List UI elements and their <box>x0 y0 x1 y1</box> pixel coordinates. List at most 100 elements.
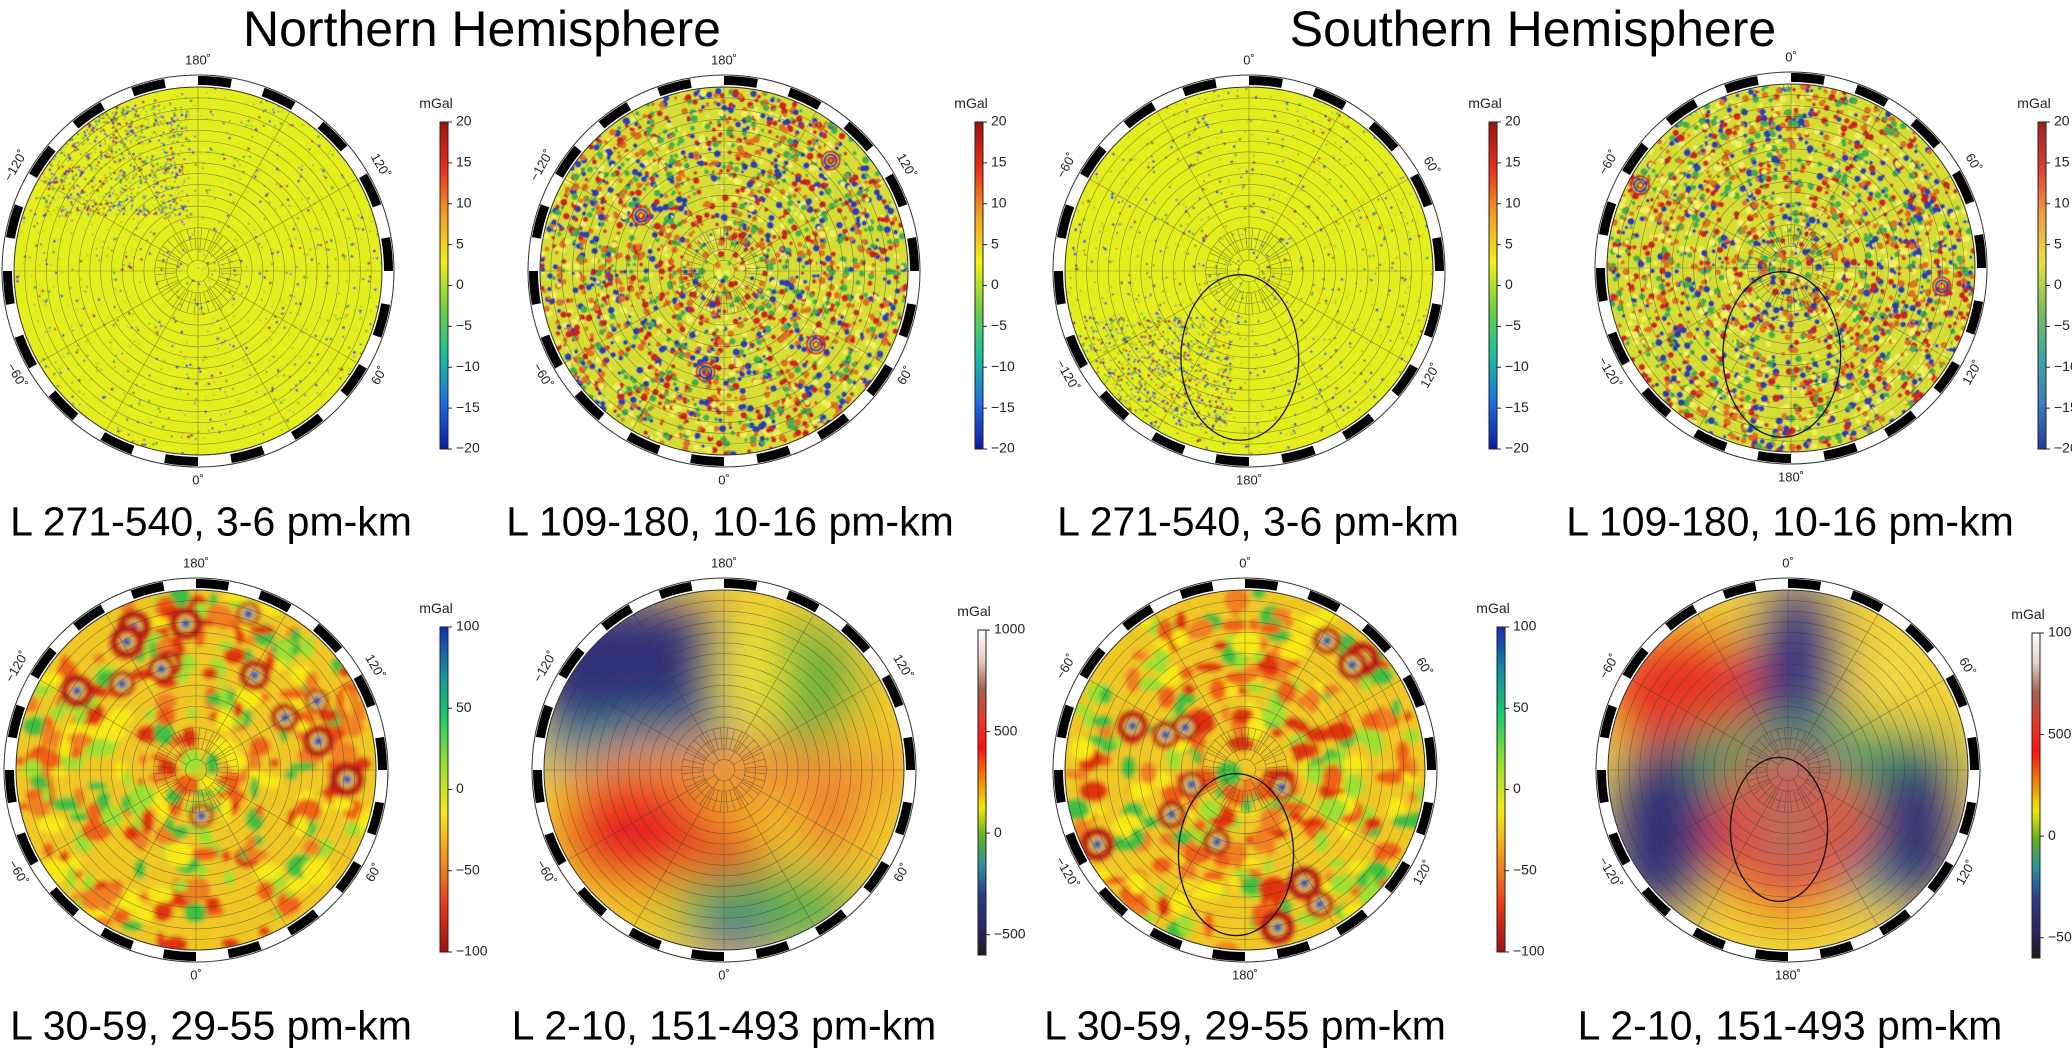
colorbar-tick-label: −50 <box>456 861 480 877</box>
longitude-label: 0˚ <box>718 967 730 982</box>
colorbar-unit: mGal <box>419 95 452 111</box>
longitude-label: 60˚ <box>368 364 390 388</box>
colorbar-tick-label: 15 <box>991 154 1007 170</box>
longitude-label: −60˚ <box>1053 150 1079 180</box>
longitude-label: 120˚ <box>362 651 388 681</box>
colorbar-gradient <box>977 629 987 956</box>
longitude-label: 180˚ <box>1232 967 1258 982</box>
longitude-label: 60˚ <box>1963 151 1985 175</box>
colorbar-gradient <box>974 121 984 450</box>
panel-caption: L 2-10, 151-493 pm-km <box>1577 1002 2003 1049</box>
polar-map-north: 180˚120˚60˚0˚−60˚−120˚ <box>0 52 395 487</box>
colorbar-tick-label: 500 <box>2048 725 2072 741</box>
colorbar-tick-label: −20 <box>1505 440 1529 456</box>
map-frame <box>1 74 395 468</box>
colorbar-tick-label: 5 <box>1505 235 1513 251</box>
colorbar-tick-label: −20 <box>2054 440 2072 456</box>
colorbar-tick-label: 10 <box>2054 194 2070 210</box>
colorbar-gradient <box>439 121 449 450</box>
colorbar-tick-label: 15 <box>2054 154 2070 170</box>
longitude-label: 120˚ <box>894 150 920 180</box>
polar-map-south: 0˚60˚120˚180˚−120˚−60˚ <box>1594 49 1988 484</box>
longitude-label: 180˚ <box>1236 472 1262 487</box>
longitude-label: 180˚ <box>1775 967 1801 982</box>
map-frame <box>1595 577 1981 963</box>
longitude-label: 60˚ <box>894 364 916 388</box>
longitude-label: 60˚ <box>362 861 384 885</box>
longitude-label: −60˚ <box>1595 147 1621 177</box>
longitude-label: 180˚ <box>185 52 211 67</box>
basin-outline <box>1722 271 1842 438</box>
colorbar-tick-label: 10 <box>456 194 472 210</box>
gravity-anomaly-field <box>16 590 376 950</box>
graticule <box>14 87 382 455</box>
longitude-label: 0˚ <box>1239 555 1251 570</box>
colorbar-tick-label: 15 <box>456 154 472 170</box>
colorbar-gradient <box>2037 121 2047 450</box>
graticule <box>1608 590 1968 950</box>
colorbar-tick-label: −100 <box>456 943 488 959</box>
colorbar-tick-label: 100 <box>456 618 480 634</box>
graticule <box>544 590 904 950</box>
colorbar-tick-label: 15 <box>1505 154 1521 170</box>
colorbar-tick-label: 10 <box>991 194 1007 210</box>
colorbar-tick-label: 0 <box>991 276 999 292</box>
polar-map-north: 180˚120˚60˚0˚−60˚−120˚ <box>530 555 917 982</box>
colorbar-tick-label: −10 <box>2054 358 2072 374</box>
colorbar-gradient <box>1488 121 1498 450</box>
colorbar-unit: mGal <box>2017 95 2050 111</box>
colorbar-tick-label: −500 <box>994 925 1026 941</box>
colorbar-tick-label: 0 <box>994 824 1002 840</box>
colorbar-unit: mGal <box>1468 95 1501 111</box>
colorbar-tick-label: 5 <box>456 235 464 251</box>
colorbar-gradient <box>439 626 449 953</box>
longitude-label: 0˚ <box>190 967 202 982</box>
colorbar-tick-label: −100 <box>1513 943 1545 959</box>
colorbar-tick-label: 20 <box>991 113 1007 129</box>
southern-hemisphere-title: Southern Hemisphere <box>1289 1 1777 57</box>
colorbar-unit: mGal <box>419 600 452 616</box>
gravity-anomaly-field <box>1608 590 1968 950</box>
colorbar-tick-label: −10 <box>991 358 1015 374</box>
colorbar-tick-label: −15 <box>1505 399 1529 415</box>
longitude-label: 180˚ <box>711 555 737 570</box>
longitude-label: 60˚ <box>1956 655 1978 679</box>
graticule <box>1065 590 1425 950</box>
panel-caption: L 109-180, 10-16 pm-km <box>1566 498 2014 545</box>
longitude-label: 0˚ <box>1785 49 1797 64</box>
colorbar-tick-label: 1000 <box>994 621 1025 637</box>
colorbar-gradient <box>2031 632 2041 959</box>
colorbar-gradient <box>1496 626 1506 953</box>
longitude-label: 180˚ <box>183 555 209 570</box>
gravity-anomaly-field <box>1607 84 1975 452</box>
panel-caption: L 271-540, 3-6 pm-km <box>1057 498 1459 545</box>
map-frame <box>527 74 921 468</box>
colorbar-tick-label: 10 <box>1505 194 1521 210</box>
colorbar-tick-label: 0 <box>2054 276 2062 292</box>
colorbar-tick-label: −15 <box>2054 399 2072 415</box>
panel-caption: L 109-180, 10-16 pm-km <box>506 498 954 545</box>
polar-map-south: 0˚60˚120˚180˚−120˚−60˚ <box>1052 555 1438 982</box>
map-frame <box>1052 577 1438 963</box>
longitude-label: 0˚ <box>192 472 204 487</box>
panel-caption: L 30-59, 29-55 pm-km <box>10 1002 412 1049</box>
colorbar-tick-label: 0 <box>1513 780 1521 796</box>
panel-caption: L 2-10, 151-493 pm-km <box>511 1002 937 1049</box>
colorbar-tick-label: 20 <box>456 113 472 129</box>
graticule <box>1607 84 1975 452</box>
colorbar-unit: mGal <box>1476 600 1509 616</box>
colorbar-tick-label: 1000 <box>2048 624 2072 640</box>
colorbar-tick-label: 500 <box>994 722 1018 738</box>
polar-map-south: 0˚60˚120˚180˚−120˚−60˚ <box>1595 555 1981 982</box>
panel-caption: L 30-59, 29-55 pm-km <box>1044 1002 1446 1049</box>
colorbar-unit: mGal <box>954 95 987 111</box>
colorbar-tick-label: 0 <box>456 276 464 292</box>
colorbar-tick-label: −5 <box>1505 317 1521 333</box>
colorbar-tick-label: −10 <box>1505 358 1529 374</box>
polar-map-north: 180˚120˚60˚0˚−60˚−120˚ <box>526 52 921 487</box>
longitude-label: 180˚ <box>711 52 737 67</box>
